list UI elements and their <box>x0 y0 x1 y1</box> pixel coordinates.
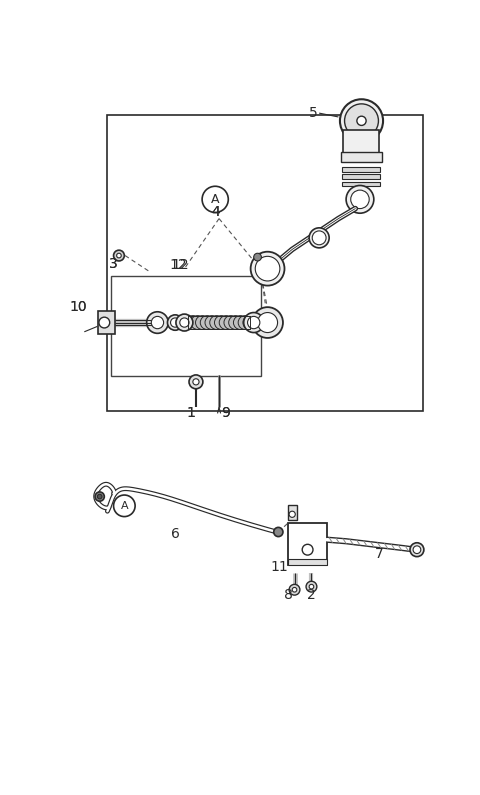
Circle shape <box>180 318 189 328</box>
Text: 6: 6 <box>171 527 180 541</box>
Text: 4: 4 <box>211 205 219 219</box>
Circle shape <box>181 316 195 329</box>
Circle shape <box>97 494 102 499</box>
Circle shape <box>243 316 257 329</box>
Bar <box>288 505 297 521</box>
Circle shape <box>340 99 383 142</box>
Circle shape <box>289 584 300 595</box>
Circle shape <box>170 318 180 328</box>
Circle shape <box>244 312 264 332</box>
Circle shape <box>251 252 285 285</box>
Circle shape <box>228 316 242 329</box>
Circle shape <box>176 314 193 331</box>
Circle shape <box>413 546 421 553</box>
Bar <box>342 182 380 186</box>
Bar <box>188 316 250 329</box>
Text: A: A <box>120 501 128 511</box>
Circle shape <box>312 231 326 245</box>
Bar <box>288 523 327 565</box>
Bar <box>342 174 380 180</box>
Circle shape <box>289 511 295 518</box>
Bar <box>343 130 379 153</box>
Circle shape <box>255 256 280 281</box>
Text: 9: 9 <box>221 406 229 421</box>
Text: 5: 5 <box>310 106 318 120</box>
Circle shape <box>233 316 247 329</box>
Circle shape <box>238 316 252 329</box>
Text: 9: 9 <box>221 406 229 421</box>
Circle shape <box>309 228 329 248</box>
Circle shape <box>186 316 200 329</box>
Circle shape <box>189 375 203 389</box>
Circle shape <box>191 316 204 329</box>
Circle shape <box>215 316 228 329</box>
Circle shape <box>410 543 424 556</box>
Circle shape <box>114 250 124 261</box>
Circle shape <box>224 316 238 329</box>
Circle shape <box>210 316 224 329</box>
Bar <box>342 167 380 173</box>
Circle shape <box>95 492 104 501</box>
Bar <box>341 152 382 162</box>
Bar <box>98 311 115 334</box>
Text: 3: 3 <box>109 257 118 271</box>
Circle shape <box>99 317 110 328</box>
Circle shape <box>258 312 277 332</box>
Text: 2: 2 <box>307 588 316 602</box>
Text: 3: 3 <box>109 257 118 271</box>
Bar <box>111 277 262 377</box>
Circle shape <box>252 307 283 338</box>
Circle shape <box>193 378 199 385</box>
Circle shape <box>351 190 369 208</box>
Circle shape <box>274 527 283 537</box>
Text: 7: 7 <box>375 546 384 560</box>
Bar <box>288 559 327 565</box>
Text: 10: 10 <box>69 301 87 314</box>
Text: 10: 10 <box>69 301 87 314</box>
Bar <box>108 114 423 411</box>
Text: 1: 1 <box>186 406 195 421</box>
Text: A: A <box>211 193 219 206</box>
Circle shape <box>219 316 233 329</box>
Circle shape <box>254 254 262 261</box>
Circle shape <box>114 495 135 517</box>
Text: 11: 11 <box>270 560 288 574</box>
Text: 12: 12 <box>169 258 187 272</box>
Circle shape <box>151 316 164 328</box>
Circle shape <box>200 316 214 329</box>
Circle shape <box>309 584 314 589</box>
Text: 4: 4 <box>211 205 219 219</box>
Circle shape <box>195 316 209 329</box>
Circle shape <box>117 254 121 258</box>
Circle shape <box>248 316 260 328</box>
Circle shape <box>357 116 366 126</box>
Circle shape <box>346 185 374 213</box>
Circle shape <box>168 315 183 330</box>
Circle shape <box>302 545 313 555</box>
Circle shape <box>292 588 297 592</box>
Text: 12: 12 <box>172 258 190 272</box>
Text: 1: 1 <box>186 406 195 421</box>
Text: 8: 8 <box>284 588 293 602</box>
Circle shape <box>202 186 228 212</box>
Circle shape <box>147 312 168 333</box>
Circle shape <box>345 104 378 138</box>
Circle shape <box>306 581 317 592</box>
Circle shape <box>205 316 219 329</box>
